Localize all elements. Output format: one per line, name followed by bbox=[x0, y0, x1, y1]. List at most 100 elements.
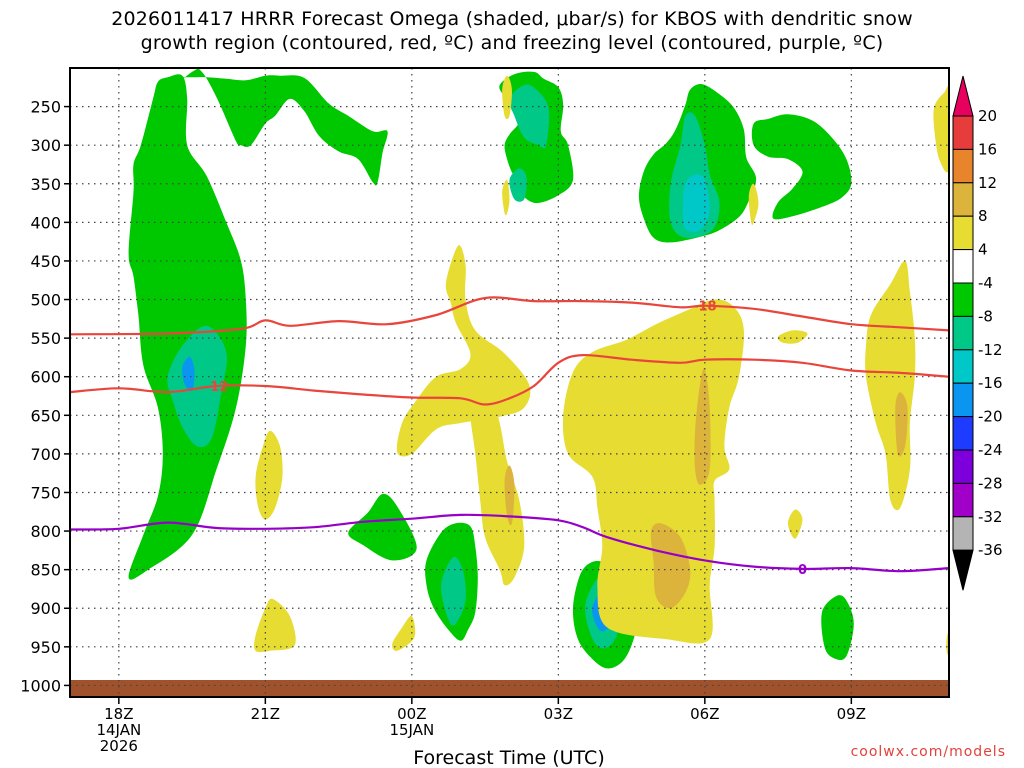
y-tick-label-250: 250 bbox=[30, 98, 61, 117]
omega-region-yl-5 bbox=[392, 615, 416, 651]
contour-label-0: -18 bbox=[693, 300, 717, 315]
y-tick-label-800: 800 bbox=[30, 522, 61, 541]
x-tick-label-3-0: 21Z bbox=[251, 705, 280, 723]
omega-region-yl-10 bbox=[787, 509, 803, 539]
temperature-contours-layer: -18 -12 0 bbox=[70, 296, 949, 578]
omega-region-yl-2 bbox=[254, 598, 296, 653]
contour-label-1: -12 bbox=[205, 380, 229, 395]
colorbar-bin-12 bbox=[952, 516, 974, 551]
omega-region-col-upper bbox=[156, 68, 388, 186]
omega-region-cyan-1 bbox=[167, 325, 227, 448]
omega-region-yl-7 bbox=[865, 260, 916, 511]
y-tick-label-500: 500 bbox=[30, 291, 61, 310]
omega-region-yl-12 bbox=[502, 179, 510, 216]
colorbar-label-5: -4 bbox=[978, 274, 993, 292]
y-tick-label-300: 300 bbox=[30, 136, 61, 155]
y-tick-label-400: 400 bbox=[30, 213, 61, 232]
omega-region-col-main bbox=[128, 74, 247, 580]
omega-region-blue-core-1 bbox=[182, 356, 195, 392]
chart-title-line-2: growth region (contoured, red, ºC) and f… bbox=[140, 32, 884, 54]
x-tick-label-6-1: 15JAN bbox=[389, 721, 434, 739]
y-tick-label-1000: 1000 bbox=[20, 676, 61, 695]
gridlines-layer bbox=[70, 68, 949, 697]
y-tick-label-450: 450 bbox=[30, 252, 61, 271]
y-tick-label-650: 650 bbox=[30, 406, 61, 425]
omega-region-cyan-2 bbox=[509, 84, 550, 149]
contour-1 bbox=[70, 353, 949, 406]
colorbar-cap-top bbox=[952, 75, 974, 117]
omega-region-yl-1 bbox=[255, 430, 283, 520]
y-tick-label-600: 600 bbox=[30, 368, 61, 387]
omega-region-or-1 bbox=[504, 465, 515, 526]
y-axis-pressure: 250 300 350 400 450 500 550 600 650 700 750 800 850 9… bbox=[20, 98, 70, 695]
colorbar-bin-5 bbox=[952, 282, 974, 317]
contour-2 bbox=[70, 513, 949, 573]
colorbar-bin-1 bbox=[952, 148, 974, 184]
omega-region-or-3 bbox=[650, 523, 691, 609]
y-tick-label-350: 350 bbox=[30, 175, 61, 194]
colorbar-label-0: 20 bbox=[978, 107, 997, 125]
x-tick-label-12-0: 06Z bbox=[690, 705, 719, 723]
colorbar-bin-10 bbox=[952, 449, 974, 484]
y-tick-label-850: 850 bbox=[30, 561, 61, 580]
colorbar-label-7: -12 bbox=[978, 341, 1003, 359]
colorbar-bin-3 bbox=[952, 215, 974, 251]
colorbar-bin-9 bbox=[952, 416, 974, 451]
x-tick-label-15-0: 09Z bbox=[837, 705, 866, 723]
omega-region-yl-11 bbox=[502, 75, 512, 120]
chart-title-line-1: 2026011417 HRRR Forecast Omega (shaded, … bbox=[111, 8, 913, 30]
omega-colorbar: 20 16 12 8 4 -4 -8 -12 -16 -20 -24 -28 -32 -36 bbox=[952, 75, 1003, 591]
x-axis-label: Forecast Time (UTC) bbox=[413, 747, 604, 768]
y-tick-label-950: 950 bbox=[30, 638, 61, 657]
x-tick-label-0-1: 14JAN bbox=[96, 721, 141, 739]
ground-layer bbox=[70, 680, 949, 697]
colorbar-label-10: -24 bbox=[978, 441, 1003, 459]
omega-region-late-arc bbox=[751, 114, 852, 220]
y-tick-label-750: 750 bbox=[30, 483, 61, 502]
omega-region-yl-8 bbox=[777, 330, 808, 344]
colorbar-label-8: -16 bbox=[978, 374, 1003, 392]
omega-region-cyan-5 bbox=[441, 556, 466, 626]
colorbar-label-12: -32 bbox=[978, 508, 1003, 526]
credit-text: coolwx.com/models bbox=[850, 744, 1006, 760]
omega-region-low-small-2 bbox=[821, 595, 854, 661]
contour-0 bbox=[70, 296, 949, 336]
omega-region-or-2 bbox=[694, 368, 711, 485]
colorbar-bin-7 bbox=[952, 349, 974, 384]
colorbar-bin-2 bbox=[952, 182, 974, 217]
colorbar-bin-8 bbox=[952, 382, 974, 418]
y-tick-label-550: 550 bbox=[30, 329, 61, 348]
colorbar-bin-0 bbox=[952, 115, 974, 150]
colorbar-label-6: -8 bbox=[978, 307, 993, 325]
colorbar-bin-6 bbox=[952, 315, 974, 351]
omega-region-yl-9 bbox=[933, 86, 949, 173]
x-tick-label-0-0: 18Z bbox=[104, 705, 133, 723]
colorbar-label-4: 4 bbox=[978, 241, 988, 259]
colorbar-bin-11 bbox=[952, 482, 974, 518]
y-tick-label-900: 900 bbox=[30, 599, 61, 618]
plot-frame bbox=[69, 67, 950, 698]
omega-shading-layer bbox=[128, 68, 949, 669]
colorbar-label-11: -28 bbox=[978, 474, 1003, 492]
ground-terrain bbox=[70, 680, 949, 697]
x-tick-label-6-0: 00Z bbox=[397, 705, 426, 723]
omega-region-or-4 bbox=[895, 392, 908, 457]
colorbar-label-13: -36 bbox=[978, 541, 1003, 559]
omega-region-low-small-1 bbox=[348, 493, 417, 561]
omega-region-yl-13 bbox=[748, 183, 759, 226]
omega-region-yl-4 bbox=[470, 388, 525, 586]
colorbar-label-3: 8 bbox=[978, 207, 988, 225]
colorbar-label-1: 16 bbox=[978, 140, 997, 158]
omega-region-yl-3 bbox=[396, 245, 531, 457]
omega-region-yl-6 bbox=[562, 299, 745, 644]
colorbar-label-2: 12 bbox=[978, 174, 997, 192]
colorbar-label-9: -20 bbox=[978, 408, 1003, 426]
y-tick-label-700: 700 bbox=[30, 445, 61, 464]
omega-region-cyan-3 bbox=[509, 168, 527, 202]
omega-region-cyan-core-7 bbox=[682, 174, 710, 232]
colorbar-cap-bottom bbox=[952, 549, 974, 591]
x-tick-label-0-2: 2026 bbox=[100, 737, 138, 755]
contour-label-2: 0 bbox=[798, 563, 807, 578]
